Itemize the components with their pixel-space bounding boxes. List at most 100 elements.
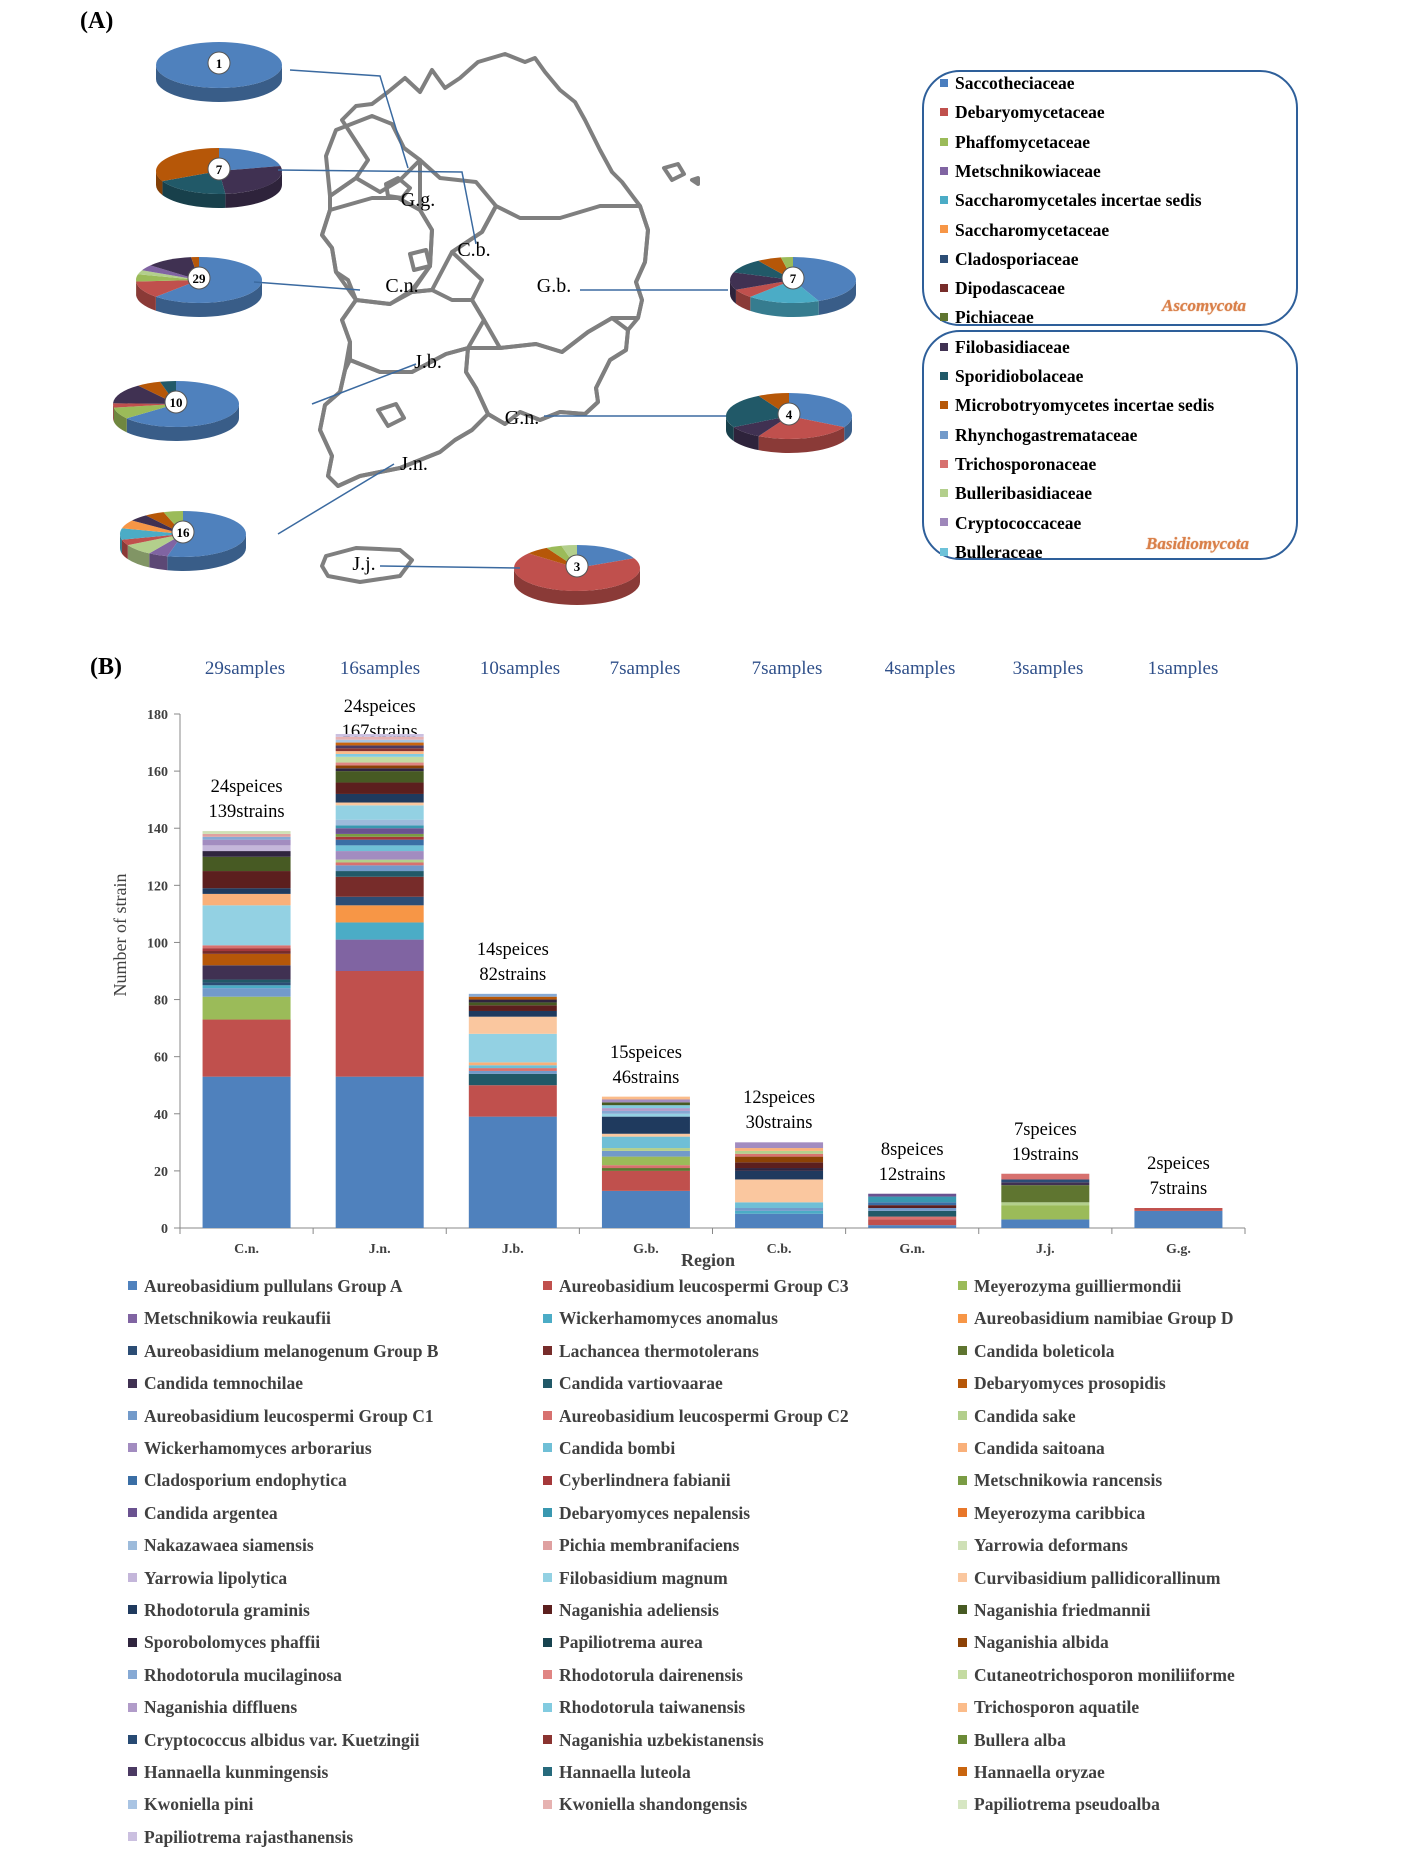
leader-jj	[379, 565, 521, 569]
species-legend-hannaella-kunmingensis: Hannaella kunmingensis	[128, 1762, 328, 1783]
legend-label: Rhynchogastremataceae	[955, 424, 1138, 445]
family-legend-bulleraceae: Bulleraceae	[940, 542, 1042, 563]
bar-c-b	[735, 1142, 824, 1228]
species-legend-candida-saitoana: Candida saitoana	[958, 1438, 1105, 1459]
legend-swatch	[940, 518, 948, 527]
bar-segment-candida-bombi	[735, 1202, 824, 1209]
bar-segment-wickerhamomyces-anomalus	[735, 1210, 824, 1214]
bar-segment-candida-saitoana	[468, 1062, 557, 1066]
y-tick-label: 100	[147, 936, 168, 951]
y-tick-label: 20	[154, 1165, 168, 1180]
bar-segment-candida-saitoana	[735, 1148, 824, 1151]
legend-label: Aureobasidium pullulans Group A	[144, 1276, 403, 1296]
legend-label: Hannaella kunmingensis	[144, 1762, 329, 1782]
species-count: 24speices	[210, 777, 283, 798]
pie-side	[750, 296, 819, 317]
bar-segment-aureobasidium-melanogenum-group-b	[335, 896, 424, 906]
pie-slice	[730, 272, 793, 290]
bar-segment-candida-vartiovaarae	[202, 979, 291, 983]
bar-segment-yarrowia-lipolytica	[202, 845, 291, 852]
bar-segment-candida-argentea	[335, 828, 424, 834]
map-gwangju	[376, 402, 406, 428]
sample-count-label: 7samples	[609, 658, 681, 679]
legend-swatch	[940, 284, 948, 293]
legend-swatch	[958, 1605, 967, 1615]
species-legend-naganishia-uzbekistanensis: Naganishia uzbekistanensis	[543, 1730, 764, 1751]
bar-segment-curvibasidium-pallidicorallinum	[601, 1133, 690, 1137]
pie-j-n: 16	[120, 511, 247, 571]
pie-count-badge	[171, 520, 195, 544]
legend-label: Bulleraceae	[955, 541, 1043, 562]
legend-label: Filobasidium magnum	[559, 1567, 728, 1588]
species-count: 12speices	[743, 1088, 816, 1109]
pie-side	[758, 427, 845, 453]
bar-segment-kwoniella-shandongensis	[335, 736, 424, 740]
family-legend-rhynchogastremataceae: Rhynchogastremataceae	[940, 425, 1137, 446]
map-gg	[324, 114, 422, 198]
legend-swatch	[128, 1799, 137, 1809]
legend-label: Bulleribasidiaceae	[955, 483, 1093, 504]
pie-count-label: 7	[216, 162, 223, 177]
y-tick-label: 40	[154, 1108, 168, 1123]
legend-swatch	[128, 1637, 137, 1647]
sample-count-label: 10samples	[479, 658, 561, 679]
bar-segment-aureobasidium-pullulans-group-a	[468, 1116, 557, 1228]
legend-label: Papiliotrema pseudoalba	[974, 1794, 1160, 1815]
legend-swatch	[940, 547, 948, 556]
legend-label: Cladosporium endophytica	[144, 1470, 347, 1491]
strain-count: 82strains	[479, 964, 547, 985]
legend-swatch	[128, 1313, 137, 1323]
species-legend-rhodotorula-dairenensis: Rhodotorula dairenensis	[543, 1665, 743, 1686]
strain-count: 19strains	[1011, 1144, 1079, 1165]
pie-side	[735, 289, 751, 311]
map-jb	[340, 288, 486, 374]
legend-label: Papiliotrema rajasthanensis	[144, 1826, 354, 1847]
bar-segment-wickerhamomyces-anomalus	[202, 985, 291, 989]
legend-swatch	[128, 1670, 137, 1680]
bar-segment-metschnikowia-reukaufii	[335, 939, 424, 971]
bar-g-g	[1134, 1208, 1223, 1228]
species-legend-cryptococcus-albidus-var-kuetzingii: Cryptococcus albidus var. Kuetzingii	[128, 1730, 419, 1751]
legend-swatch	[940, 254, 948, 263]
bar-segment-aureobasidium-leucospermi-group-c1	[202, 988, 291, 997]
legend-swatch	[128, 1540, 137, 1550]
pie-side	[113, 407, 127, 433]
legend-swatch	[543, 1605, 552, 1615]
legend-label: Cryptococcus albidus var. Kuetzingii	[144, 1729, 420, 1750]
legend-label: Yarrowia lipolytica	[144, 1567, 288, 1588]
sample-count-label: 7samples	[751, 658, 823, 679]
bar-annotation-c-b: 12speices 30strains	[704, 1086, 854, 1136]
legend-ascomycota	[922, 70, 1298, 326]
legend-label: Phaffomycetaceae	[955, 131, 1091, 152]
pie-slice	[136, 280, 199, 297]
legend-label: Aureobasidium leucospermi Group C2	[559, 1405, 849, 1426]
pie-side	[155, 280, 262, 317]
pie-c-b: 7	[156, 148, 283, 208]
bar-segment-filobasidium-magnum	[601, 1113, 690, 1117]
legend-label: Debaryomycetaceae	[955, 102, 1105, 123]
species-legend-yarrowia-lipolytica: Yarrowia lipolytica	[128, 1568, 287, 1589]
legend-swatch	[543, 1346, 552, 1356]
species-legend-rhodotorula-taiwanensis: Rhodotorula taiwanensis	[543, 1697, 745, 1718]
pie-slice	[577, 545, 635, 568]
bar-segment-rhodotorula-mucilaginosa	[601, 1110, 690, 1114]
y-tick-label: 60	[154, 1051, 168, 1066]
leader-jn	[277, 463, 395, 535]
pie-count-badge	[781, 266, 805, 290]
pie-slice	[793, 257, 857, 301]
bar-segment-aureobasidium-pullulans-group-a	[1134, 1210, 1223, 1228]
region-label-jb: J.b.	[414, 351, 442, 373]
bar-segment-candida-sake	[601, 1148, 690, 1151]
legend-label: Naganishia uzbekistanensis	[559, 1729, 764, 1750]
legend-swatch	[128, 1346, 137, 1356]
pie-layer: 1 7 29 7 10 4 16 3	[113, 42, 857, 605]
x-tick-label: J.j.	[1036, 1242, 1055, 1257]
region-labels: G.g. C.b. C.n. G.b. J.b. G.n. J.n. J.j.	[352, 189, 571, 575]
species-legend-yarrowia-deformans: Yarrowia deformans	[958, 1535, 1128, 1556]
species-legend-pichia-membranifaciens: Pichia membranifaciens	[543, 1535, 739, 1556]
phylum-label-basidiomycota: Basidiomycota	[1146, 534, 1249, 553]
legend-label: Wickerhamomyces anomalus	[559, 1308, 778, 1329]
pie-count-label: 16	[177, 525, 191, 540]
bar-segment-aureobasidium-leucospermi-group-c1	[735, 1208, 824, 1211]
pie-count-badge	[565, 554, 589, 578]
